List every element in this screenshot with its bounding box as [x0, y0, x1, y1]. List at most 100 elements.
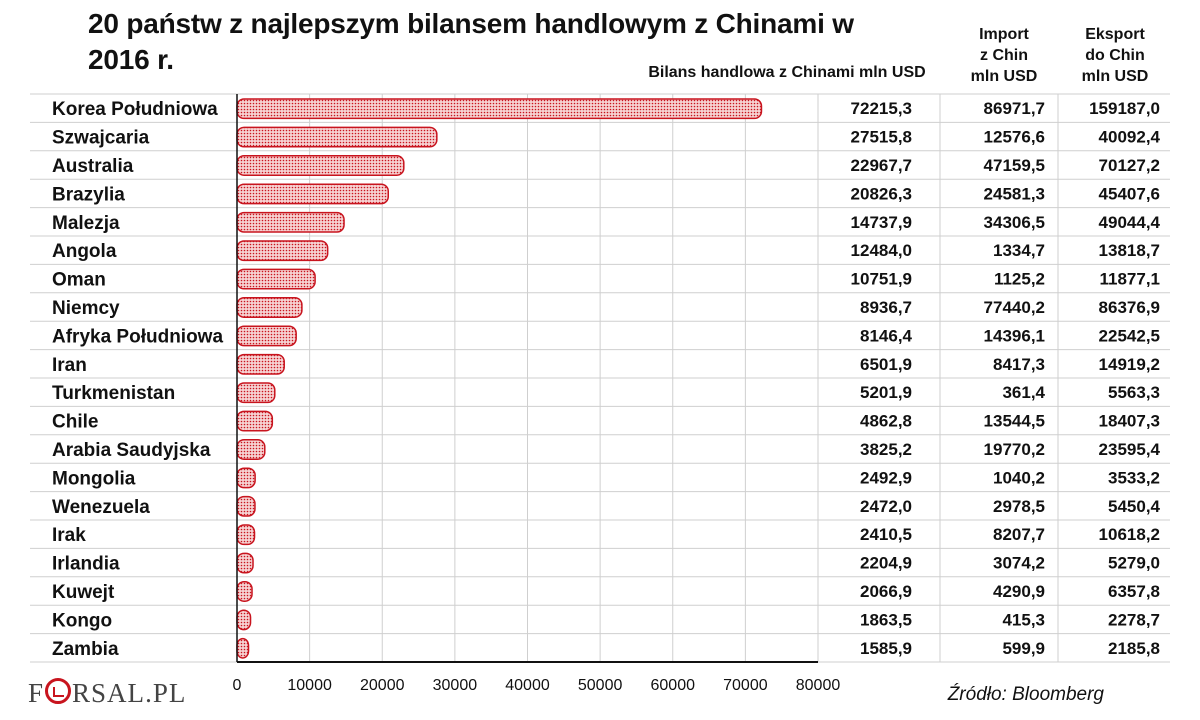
source-note: Źródło: Bloomberg	[947, 684, 1104, 705]
bar	[236, 240, 329, 262]
bilans-value: 3825,2	[860, 440, 912, 459]
import-value: 77440,2	[984, 298, 1045, 317]
bilans-value: 5201,9	[860, 383, 912, 402]
bilans-value: 20826,3	[851, 184, 912, 203]
eksport-value: 40092,4	[1099, 128, 1161, 147]
eksport-header-line: do Chin	[1085, 47, 1145, 64]
bilans-value: 4862,8	[860, 412, 912, 431]
country-label: Malezja	[52, 213, 120, 234]
x-tick-label: 80000	[796, 677, 841, 694]
bar	[236, 126, 438, 148]
x-tick-label: 60000	[651, 677, 696, 694]
import-value: 599,9	[1002, 639, 1045, 658]
import-value: 8207,7	[993, 525, 1045, 544]
bar	[236, 637, 250, 659]
bilans-value: 14737,9	[851, 213, 912, 232]
eksport-value: 2278,7	[1108, 610, 1160, 629]
bilans-value: 10751,9	[851, 270, 912, 289]
import-value: 3074,2	[993, 554, 1045, 573]
bilans-value: 2066,9	[860, 582, 912, 601]
eksport-value: 5279,0	[1108, 554, 1160, 573]
import-value: 47159,5	[984, 156, 1045, 175]
import-value: 1334,7	[993, 241, 1045, 260]
bilans-value: 72215,3	[851, 99, 912, 118]
bilans-value: 1863,5	[860, 610, 912, 629]
bilans-value: 6501,9	[860, 355, 912, 374]
x-tick-label: 0	[233, 677, 242, 694]
import-header-line: z Chin	[980, 47, 1028, 64]
bilans-value: 27515,8	[851, 128, 912, 147]
axis-layer: 0 10000 20000 30000 40000 50000 60000 70000 8000…	[233, 94, 841, 694]
bilans-value: 2204,9	[860, 554, 912, 573]
eksport-value: 3533,2	[1108, 468, 1160, 487]
country-label: Wenezuela	[52, 497, 150, 518]
bar	[236, 495, 256, 517]
country-label: Irak	[52, 525, 86, 546]
import-value: 4290,9	[993, 582, 1045, 601]
x-tick-label: 70000	[723, 677, 768, 694]
bar	[236, 268, 316, 290]
bilans-column-header: Bilans handlowa z Chinami mln USD	[648, 64, 926, 81]
import-header-line: Import	[979, 26, 1029, 43]
x-tick-label: 10000	[287, 677, 332, 694]
x-tick-label: 50000	[578, 677, 623, 694]
bar	[236, 467, 256, 489]
import-value: 14396,1	[984, 326, 1045, 345]
eksport-value: 11877,1	[1099, 270, 1160, 289]
eksport-value: 5450,4	[1108, 497, 1161, 516]
eksport-value: 45407,6	[1099, 184, 1160, 203]
rows-layer: Korea Południowa 72215,3 86971,7 159187,0 Sz…	[30, 93, 1170, 663]
eksport-value: 49044,4	[1099, 213, 1161, 232]
bar	[236, 382, 276, 404]
eksport-value: 14919,2	[1099, 355, 1160, 374]
country-label: Turkmenistan	[52, 383, 175, 404]
bar	[236, 155, 405, 176]
bilans-value: 2410,5	[860, 525, 912, 544]
chart-title: 20 państw z najlepszym bilansem handlowy…	[88, 8, 854, 75]
bar	[236, 325, 297, 347]
country-label: Brazylia	[52, 184, 125, 205]
x-tick-label: 20000	[360, 677, 405, 694]
bar	[236, 524, 256, 546]
bar	[236, 183, 390, 205]
eksport-value: 86376,9	[1099, 298, 1160, 317]
bilans-value: 22967,7	[851, 156, 912, 175]
import-value: 34306,5	[984, 213, 1045, 232]
eksport-value: 22542,5	[1099, 326, 1160, 345]
import-value: 1040,2	[993, 468, 1045, 487]
country-label: Niemcy	[52, 298, 120, 319]
bar	[236, 98, 763, 120]
country-label: Arabia Saudyjska	[52, 440, 211, 461]
eksport-value: 6357,8	[1108, 582, 1160, 601]
eksport-value: 2185,8	[1108, 639, 1160, 658]
country-label: Angola	[52, 241, 117, 262]
import-value: 86971,7	[984, 99, 1045, 118]
bar	[236, 439, 266, 460]
country-label: Oman	[52, 270, 106, 291]
country-label: Iran	[52, 355, 87, 376]
country-label: Korea Południowa	[52, 99, 218, 120]
bar	[236, 609, 252, 631]
country-label: Irlandia	[52, 554, 120, 575]
logo-text-start: F	[28, 678, 45, 708]
bar	[236, 211, 345, 233]
eksport-value: 18407,3	[1099, 412, 1160, 431]
country-label: Mongolia	[52, 468, 136, 489]
logo-suffix: .PL	[145, 678, 187, 708]
country-label: Zambia	[52, 639, 119, 660]
import-value: 8417,3	[993, 355, 1045, 374]
x-tick-label: 30000	[433, 677, 478, 694]
import-header-line: mln USD	[970, 68, 1038, 85]
bars-layer	[236, 98, 763, 659]
import-value: 19770,2	[984, 440, 1045, 459]
logo-chart-icon	[45, 678, 72, 704]
bar	[236, 581, 253, 602]
country-label: Australia	[52, 156, 134, 177]
import-value: 415,3	[1002, 610, 1045, 629]
bilans-value: 8146,4	[860, 326, 913, 345]
country-label: Kongo	[52, 610, 112, 631]
eksport-value: 10618,2	[1099, 525, 1160, 544]
bilans-value: 1585,9	[860, 639, 912, 658]
eksport-header-line: mln USD	[1081, 68, 1149, 85]
